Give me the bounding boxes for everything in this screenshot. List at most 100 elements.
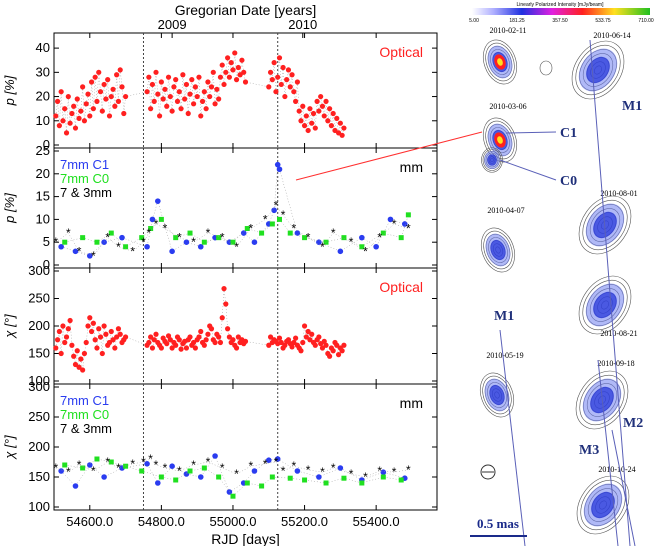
data-point [155,198,161,204]
pol-emission [591,491,615,519]
intensity-blob [578,275,632,335]
data-point [267,69,274,75]
data-point [244,226,250,232]
data-point [289,344,295,350]
knot-label: M2 [623,416,643,431]
data-point [54,337,61,343]
data-point [219,62,225,68]
y-tick-label: 100 [28,499,50,514]
data-point [235,334,241,340]
data-point [108,459,114,465]
data-point [69,342,75,348]
contour [482,375,512,415]
data-point [216,235,222,241]
data-point [269,474,275,480]
data-point [167,337,173,343]
data-point [339,348,345,354]
data-point [96,69,102,75]
data-point: * [281,208,286,222]
data-point [65,93,71,100]
data-point: * [306,463,311,477]
data-point [115,326,122,332]
data-point: * [220,461,225,475]
legend-entry: 7mm C1 [60,157,109,172]
data-point [190,339,197,346]
data-point [158,216,164,222]
data-point [81,118,88,124]
data-point [335,352,342,358]
data-point: * [320,465,325,479]
data-point [174,98,181,104]
data-point [117,67,123,73]
data-point [171,84,177,90]
link-line [295,131,483,181]
contour [482,117,518,163]
data-point [293,98,299,104]
data-point [65,326,71,332]
contour [485,120,515,160]
knot-track [589,39,631,546]
top-axis-tick-label: 2009 [158,17,187,32]
data-point [80,235,86,241]
data-point [205,331,211,337]
data-point [62,462,68,468]
data-point [54,98,61,104]
y-tick-label: 150 [28,469,50,484]
data-point [80,367,86,373]
data-point [173,235,179,241]
data-point [62,339,68,346]
data-point [319,103,326,109]
x-tick-label: 55400.0 [353,514,400,529]
data-point [121,110,127,117]
data-point [148,334,154,340]
data-point [225,326,231,332]
data-point [251,468,258,474]
data-point [398,477,404,483]
data-point [62,106,68,112]
data-point [67,317,73,324]
data-point: * [66,465,71,479]
data-point [53,345,59,351]
data-point [62,239,68,245]
data-point: * [349,235,354,249]
data-point [149,345,156,351]
colorbar-tick-label: 533.75 [595,18,611,24]
data-point [341,342,347,348]
data-point [244,480,250,486]
data-point [198,328,204,335]
data-point [405,212,411,218]
data-point [303,113,309,119]
data-point [301,323,308,329]
data-point: * [154,217,159,231]
data-point [240,230,247,236]
data-point: * [263,212,268,226]
data-point [173,477,179,483]
data-point [60,323,66,329]
data-point [323,342,329,348]
data-point [321,113,327,119]
data-point [235,64,241,71]
data-point [123,244,129,250]
data-point [112,103,118,109]
data-point [71,353,77,359]
data-point [96,326,102,332]
data-point [280,64,286,71]
intensity-blob [482,39,518,85]
data-point [103,96,109,102]
data-point [265,457,272,464]
data-point [216,474,222,480]
data-point [228,60,234,66]
data-point [78,356,84,362]
data-point [108,230,114,236]
data-point [194,93,200,100]
panel-chi-optical: 100 150 200 250 300 χ [°] Optical [2,263,438,388]
data-point [153,69,159,75]
data-point [92,74,98,80]
data-point [164,341,170,347]
data-point [173,77,179,83]
contour [576,475,630,535]
data-point [90,106,96,112]
data-point: * [154,458,159,472]
data-point [216,96,222,102]
